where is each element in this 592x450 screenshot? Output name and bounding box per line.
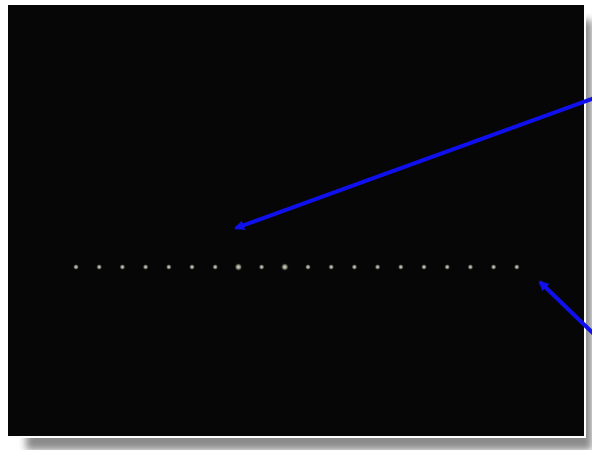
light-spot — [467, 264, 473, 270]
photo — [8, 5, 584, 436]
light-spot — [375, 264, 381, 270]
light-spot — [328, 264, 334, 270]
light-spot — [398, 264, 404, 270]
light-spot — [491, 264, 497, 270]
light-spot — [119, 264, 125, 270]
light-spot — [444, 264, 450, 270]
light-spot — [421, 264, 427, 270]
light-spot — [259, 264, 265, 270]
light-spot — [234, 263, 242, 271]
light-spot — [96, 264, 102, 270]
light-spot — [212, 264, 218, 270]
light-spot — [143, 264, 149, 270]
light-spot — [305, 264, 311, 270]
page: {} (() => { const g = document.getElemen… — [0, 0, 592, 450]
light-spot — [514, 264, 520, 270]
light-spot — [281, 263, 289, 271]
light-spot — [73, 264, 79, 270]
light-spot — [351, 264, 357, 270]
light-spot — [189, 264, 195, 270]
screenshot — [0, 0, 592, 450]
light-spot — [166, 264, 172, 270]
